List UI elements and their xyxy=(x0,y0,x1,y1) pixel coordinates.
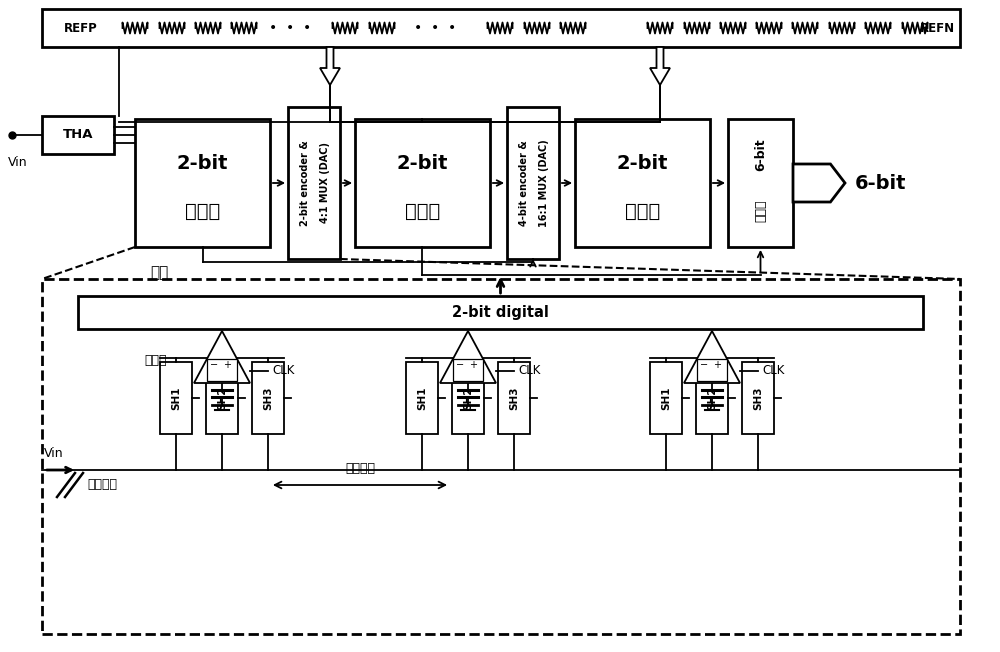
Bar xyxy=(507,107,559,259)
Text: 6-bit: 6-bit xyxy=(855,173,907,192)
Bar xyxy=(728,119,793,247)
Text: 编码器: 编码器 xyxy=(754,200,767,222)
Text: CLK: CLK xyxy=(518,364,540,378)
Text: Vin: Vin xyxy=(44,447,64,460)
Bar xyxy=(696,362,728,434)
Text: SH1: SH1 xyxy=(171,386,181,409)
Text: +: + xyxy=(469,360,477,370)
Bar xyxy=(288,107,340,259)
Bar xyxy=(406,362,438,434)
Text: 2-bit: 2-bit xyxy=(177,155,228,173)
Text: +: + xyxy=(223,360,231,370)
Text: 2-bit: 2-bit xyxy=(397,155,448,173)
Text: 第二级: 第二级 xyxy=(405,201,440,220)
Polygon shape xyxy=(440,331,496,383)
Polygon shape xyxy=(684,331,740,383)
Bar xyxy=(697,359,727,381)
Bar xyxy=(160,362,192,434)
Polygon shape xyxy=(194,331,250,383)
Text: 16:1 MUX (DAC): 16:1 MUX (DAC) xyxy=(539,139,549,227)
Text: 4:1 MUX (DAC): 4:1 MUX (DAC) xyxy=(320,143,330,224)
Text: 比较器: 比较器 xyxy=(145,353,167,366)
Text: SH3: SH3 xyxy=(753,386,763,409)
Text: •  •  •: • • • xyxy=(414,21,456,35)
Bar xyxy=(42,279,960,634)
Text: −: − xyxy=(700,360,708,370)
Polygon shape xyxy=(320,47,340,85)
Text: CLK: CLK xyxy=(762,364,784,378)
Text: CLK: CLK xyxy=(272,364,294,378)
Bar xyxy=(42,9,960,47)
Text: 2-bit encoder &: 2-bit encoder & xyxy=(300,140,310,226)
Bar xyxy=(355,119,490,247)
Text: THA: THA xyxy=(63,128,93,141)
Bar xyxy=(742,362,774,434)
Bar xyxy=(498,362,530,434)
Text: •  •  •: • • • xyxy=(269,21,311,35)
Text: SH1: SH1 xyxy=(661,386,671,409)
Bar xyxy=(453,359,483,381)
Bar xyxy=(78,296,923,329)
Text: SH1: SH1 xyxy=(417,386,427,409)
Text: SH3: SH3 xyxy=(263,386,273,409)
Text: SH3: SH3 xyxy=(509,386,519,409)
Polygon shape xyxy=(650,47,670,85)
Bar xyxy=(575,119,710,247)
Text: 4-bit encoder &: 4-bit encoder & xyxy=(519,140,529,226)
Bar xyxy=(452,362,484,434)
Text: SH2: SH2 xyxy=(707,386,717,409)
Text: 第三级: 第三级 xyxy=(625,201,660,220)
Text: 六相时钟: 六相时钟 xyxy=(87,479,117,492)
Text: Vin: Vin xyxy=(8,156,28,169)
Polygon shape xyxy=(793,164,845,202)
Bar xyxy=(207,359,237,381)
Bar xyxy=(42,116,114,154)
Text: −: − xyxy=(456,360,464,370)
Bar xyxy=(650,362,682,434)
Bar xyxy=(135,119,270,247)
Text: REFP: REFP xyxy=(64,22,98,35)
Text: 6-bit: 6-bit xyxy=(754,138,767,171)
Text: −: − xyxy=(210,360,218,370)
Text: SH2: SH2 xyxy=(463,386,473,409)
Text: 2-bit digital: 2-bit digital xyxy=(452,305,549,320)
Bar xyxy=(252,362,284,434)
Text: 第一级: 第一级 xyxy=(185,201,220,220)
Text: SH2: SH2 xyxy=(217,386,227,409)
Text: 参考电压: 参考电压 xyxy=(345,462,375,475)
Text: REFN: REFN xyxy=(920,22,955,35)
Bar xyxy=(206,362,238,434)
Text: 2-bit: 2-bit xyxy=(617,155,668,173)
Text: 一级: 一级 xyxy=(150,265,168,280)
Text: +: + xyxy=(713,360,721,370)
